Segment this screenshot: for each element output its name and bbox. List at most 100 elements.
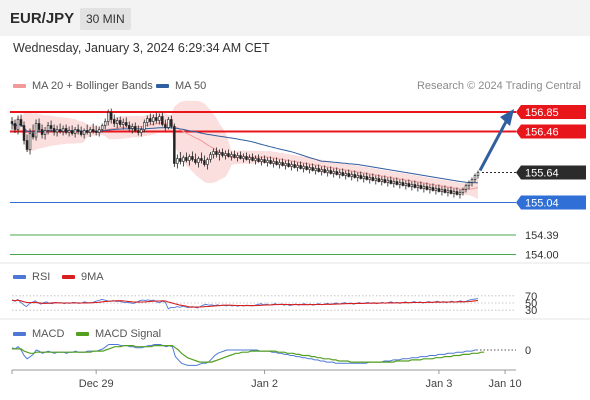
candle-body: [401, 182, 405, 186]
candle: [392, 178, 396, 188]
candle-body: [109, 112, 113, 120]
candle-body: [164, 124, 167, 128]
candle-body: [317, 168, 320, 172]
candle-body: [473, 175, 477, 180]
candle: [383, 175, 387, 184]
candle: [134, 122, 137, 133]
candle-body: [85, 130, 89, 133]
candle: [91, 123, 95, 134]
candle-body: [329, 170, 332, 174]
candle: [140, 126, 143, 137]
candle: [185, 152, 188, 163]
candle-body: [386, 180, 390, 183]
candle-body: [356, 175, 359, 178]
candle-body: [353, 174, 356, 178]
candle: [58, 123, 62, 134]
candle: [437, 184, 441, 193]
candle-body: [287, 163, 290, 167]
candle: [146, 115, 149, 127]
legend-macd-label: MACD: [32, 328, 65, 340]
candle-body: [389, 180, 393, 184]
candle: [476, 170, 480, 179]
candle: [206, 157, 209, 170]
candle: [326, 167, 329, 177]
candle-body: [112, 119, 116, 124]
candle-body: [446, 190, 450, 193]
candle-body: [311, 167, 314, 171]
candle-body: [470, 179, 474, 183]
candle-body: [224, 153, 227, 156]
candle: [281, 158, 284, 167]
candle-body: [49, 125, 53, 129]
candle-body: [34, 123, 38, 138]
candle-body: [281, 162, 284, 166]
candle: [347, 169, 350, 178]
candle: [200, 152, 203, 164]
candle-body: [191, 156, 194, 160]
candle: [55, 125, 59, 137]
candle-body: [266, 160, 269, 163]
candle: [329, 166, 332, 175]
candle-body: [43, 130, 47, 135]
candle-body: [67, 130, 71, 133]
legend-bollinger-label: MA 20 + Bollinger Bands: [32, 80, 153, 92]
candle-body: [64, 128, 68, 133]
candle-body: [476, 172, 480, 176]
legend-bollinger: MA 20 + Bollinger Bands: [13, 80, 153, 92]
candle: [353, 170, 356, 179]
candle-body: [242, 156, 245, 159]
candle: [128, 121, 131, 132]
candle-body: [131, 126, 134, 129]
candle: [266, 157, 269, 167]
candle-body: [73, 129, 77, 134]
legend-bollinger-swatch: [13, 84, 26, 89]
candle: [455, 187, 459, 196]
candle-body: [137, 130, 140, 133]
candle: [215, 147, 218, 158]
candle: [401, 178, 405, 187]
candle: [218, 149, 221, 161]
candle: [371, 173, 375, 182]
candle-body: [239, 155, 242, 159]
candle: [40, 124, 44, 139]
candle: [82, 128, 86, 139]
legend-macd-signal-swatch: [76, 332, 89, 337]
candle-body: [215, 151, 218, 155]
candle: [119, 116, 122, 127]
legend-ma50: MA 50: [156, 80, 206, 92]
moving-average-layer: [11, 109, 514, 190]
candle-body: [206, 159, 209, 165]
candle: [308, 164, 311, 174]
candle: [64, 124, 68, 135]
candle: [37, 118, 41, 133]
candle: [356, 172, 359, 182]
candle-body: [13, 123, 17, 130]
candle: [440, 186, 444, 196]
candle-body: [91, 129, 95, 132]
x-tick-label: Jan 3: [425, 378, 452, 390]
candle-body: [326, 170, 329, 173]
candle-body: [128, 125, 131, 129]
candle-body: [209, 154, 212, 160]
candle: [109, 108, 113, 124]
legend-macd: MACD: [13, 328, 64, 340]
rsi-level-label: 50: [525, 298, 537, 310]
candle: [350, 171, 353, 181]
candle: [28, 128, 32, 155]
candles-layer: [10, 108, 480, 199]
rsi-line: [11, 298, 479, 310]
candle-body: [431, 187, 435, 191]
price-tag-text: 155.64: [525, 168, 559, 180]
candle-body: [245, 156, 248, 160]
candle: [317, 164, 320, 173]
candle: [152, 114, 155, 126]
timeframe-badge[interactable]: 30 MIN: [80, 8, 131, 30]
candle-body: [323, 169, 326, 173]
candle: [473, 173, 477, 183]
candle: [257, 154, 260, 163]
candle: [149, 113, 152, 125]
candle-body: [200, 158, 203, 161]
candle-body: [392, 181, 396, 184]
candle-body: [254, 158, 257, 161]
candle-body: [344, 173, 347, 176]
